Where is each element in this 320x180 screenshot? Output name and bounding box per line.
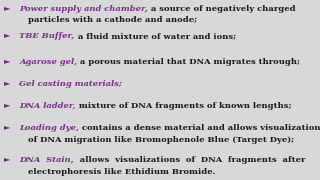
Text: of DNA migration like Bromophenole Blue (Target Dye);: of DNA migration like Bromophenole Blue … <box>28 136 294 144</box>
Text: Agarose gel,: Agarose gel, <box>20 58 77 66</box>
Text: ►: ► <box>4 80 13 88</box>
Text: allows  visualizations  of  DNA  fragments  after: allows visualizations of DNA fragments a… <box>74 156 305 164</box>
Text: DNA  Stain,: DNA Stain, <box>20 156 74 164</box>
Text: contains a dense material and allows visualization: contains a dense material and allows vis… <box>79 124 320 132</box>
Text: ►: ► <box>4 124 13 132</box>
Text: Gel casting materials;: Gel casting materials; <box>20 80 123 88</box>
Text: a porous material that DNA migrates through;: a porous material that DNA migrates thro… <box>77 58 300 66</box>
Text: a fluid mixture of water and ions;: a fluid mixture of water and ions; <box>75 33 236 40</box>
Text: ►: ► <box>4 156 13 164</box>
Text: ►: ► <box>4 33 13 40</box>
Text: Loading dye,: Loading dye, <box>20 124 79 132</box>
Text: DNA ladder,: DNA ladder, <box>20 102 76 110</box>
Text: ►: ► <box>4 58 13 66</box>
Text: a source of negatively charged: a source of negatively charged <box>148 5 296 13</box>
Text: particles with a cathode and anode;: particles with a cathode and anode; <box>28 16 197 24</box>
Text: ►: ► <box>4 102 13 110</box>
Text: electrophoresis like Ethidium Bromide.: electrophoresis like Ethidium Bromide. <box>28 168 215 176</box>
Text: mixture of DNA fragments of known lengths;: mixture of DNA fragments of known length… <box>76 102 292 110</box>
Text: ►: ► <box>4 5 13 13</box>
Text: Power supply and chamber,: Power supply and chamber, <box>20 5 148 13</box>
Text: TBE Buffer,: TBE Buffer, <box>20 33 75 40</box>
